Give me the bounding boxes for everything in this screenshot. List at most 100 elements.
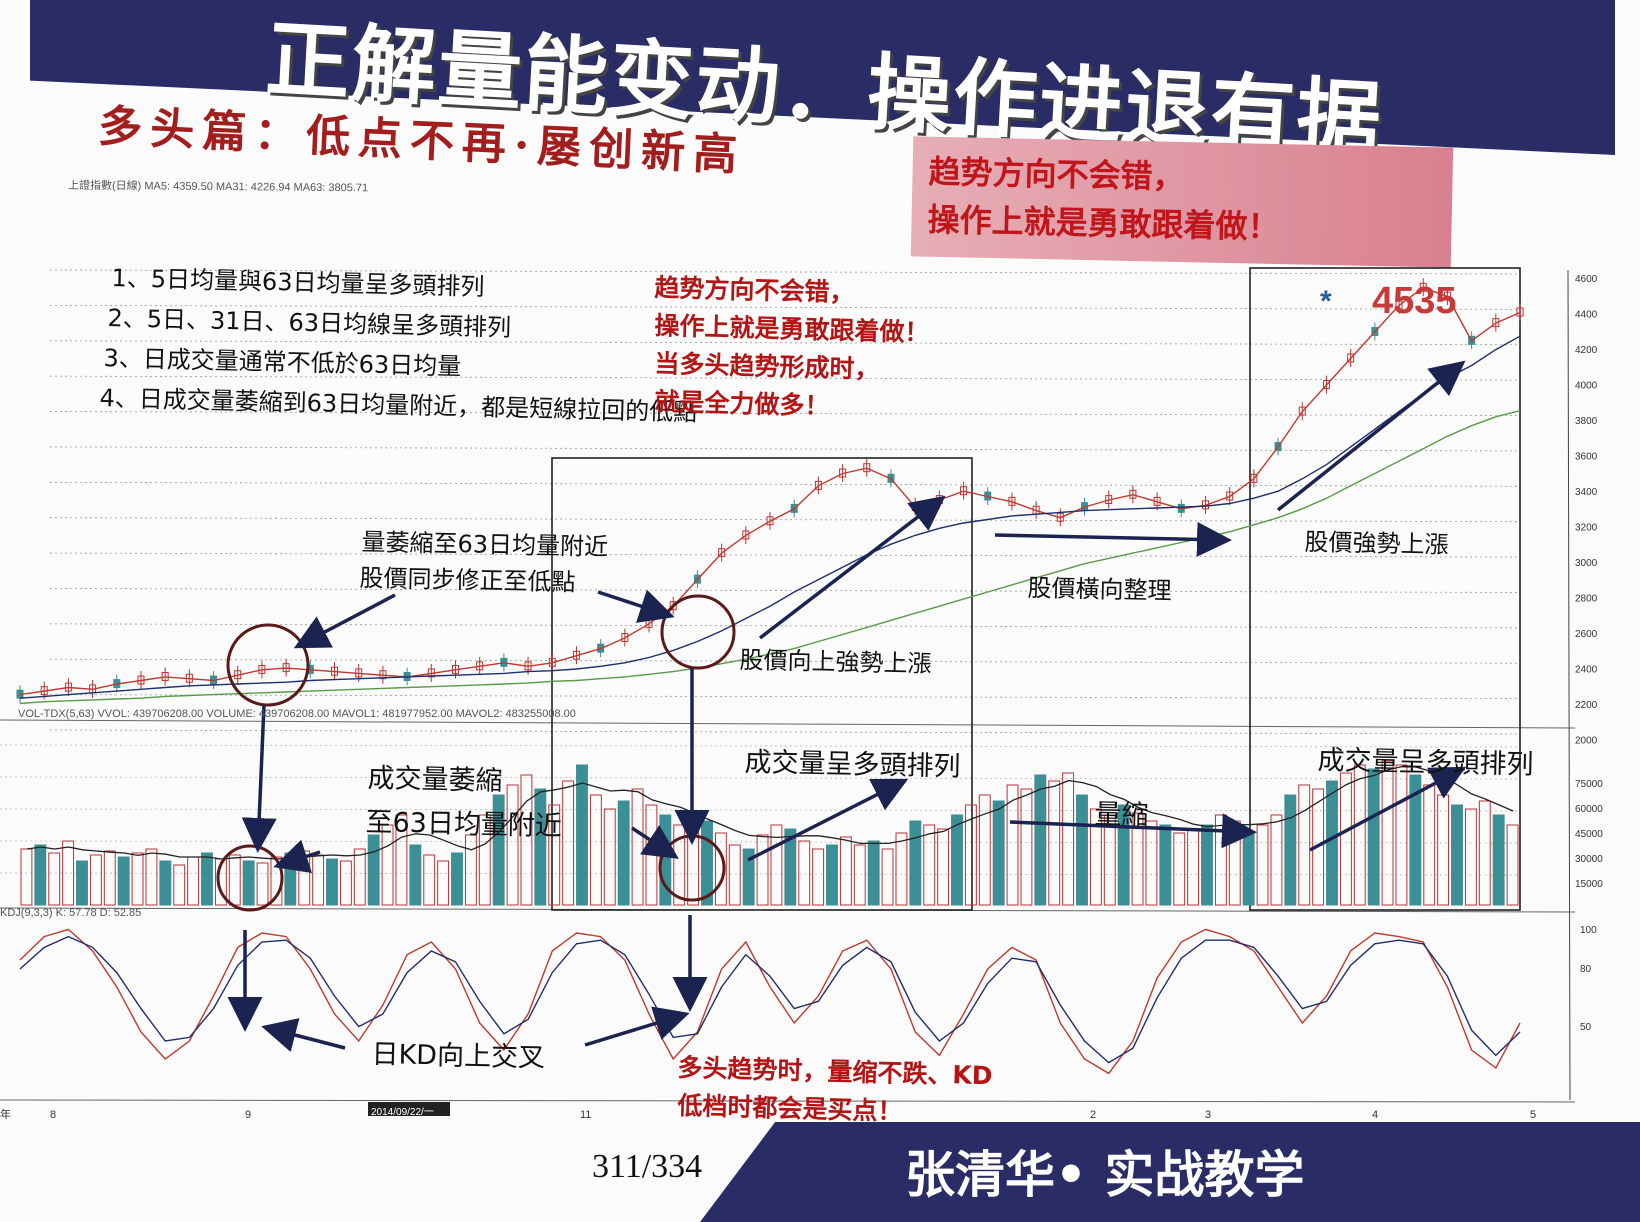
time-tick-label: 4 [1372, 1109, 1378, 1121]
series-line-d [19, 935, 1521, 1064]
price-gridline [49, 269, 1521, 275]
price-tick-label: 4000 [1575, 381, 1598, 392]
volume-bar [1353, 764, 1366, 906]
volume-bar [728, 844, 741, 906]
annotation-kd-cross: 日KD向上交叉 [371, 1038, 546, 1074]
annotation-vol-bull-1: 成交量呈多頭排列 [744, 746, 961, 783]
volume-bar [1159, 824, 1172, 906]
volume-bar [631, 788, 644, 906]
volume-bar [1187, 828, 1200, 906]
date-tag: 2014/09/22/一 [368, 1102, 450, 1118]
panel-separator [0, 719, 1576, 729]
volume-bar [451, 852, 463, 906]
volume-bar [520, 774, 533, 906]
volume-bar [826, 844, 838, 906]
volume-bar [48, 852, 61, 906]
volume-bar [20, 848, 33, 906]
chart-axes: 4600 4400 4200 4000 3800 3600 3400 3200 3000 2800… [0, 269, 1603, 1121]
volume-bar [34, 844, 47, 906]
annotation-strong-up: 股價強勢上漲 [1304, 527, 1449, 560]
price-gridline [49, 694, 1521, 700]
candle-body [742, 530, 750, 540]
volume-bar [1242, 832, 1255, 906]
annotation-shrink-1: 量萎縮至63日均量附近 [361, 527, 609, 562]
volume-bar [1367, 768, 1380, 906]
volume-tick-label: 75000 [1575, 779, 1603, 790]
price-tick-label: 2400 [1575, 665, 1598, 676]
series-line-ma5 [19, 286, 1521, 696]
volume-bar [228, 854, 241, 906]
highlight-boxes [551, 267, 1521, 911]
price-gridline [49, 658, 1521, 664]
volume-bar [312, 854, 325, 906]
volume-gridline [0, 840, 1521, 844]
volume-bar [1006, 784, 1019, 906]
volume-bar [714, 832, 727, 906]
annotation-vol-bull-2: 成交量呈多頭排列 [1317, 744, 1534, 781]
price-tick-label: 3800 [1575, 416, 1598, 427]
volume-bar [76, 860, 88, 906]
volume-bar [1034, 774, 1047, 906]
annotation-arrow [261, 1018, 346, 1052]
panel-separator [0, 1099, 1576, 1103]
right-axis-line [1567, 269, 1571, 1101]
volume-bar [1076, 794, 1088, 906]
volume-bar [784, 828, 797, 906]
price-tick-label: 4600 [1575, 274, 1598, 285]
price-tick-label: 2800 [1575, 594, 1598, 605]
volume-bar [951, 814, 963, 906]
annotation-arrow [1009, 813, 1257, 849]
volume-bar [895, 832, 908, 906]
volume-bar [1492, 814, 1505, 906]
price-gridline [49, 729, 1521, 735]
volume-bars [20, 760, 1519, 906]
volume-bar [756, 834, 769, 906]
volume-bar [617, 800, 630, 906]
annotation-arrow [241, 704, 277, 853]
annotation-arrows [227, 360, 1467, 1052]
volume-bar [867, 840, 880, 906]
kdj-indicator-readout: KDJ(9,3,3) K: 57.78 D: 52.85 [0, 907, 142, 919]
volume-bar [506, 784, 519, 906]
volume-bar [1451, 804, 1463, 906]
volume-bar [409, 844, 422, 906]
volume-bar [1048, 780, 1061, 906]
volume-bar [798, 840, 811, 906]
volume-bar [187, 856, 200, 906]
volume-gridline [0, 808, 1521, 812]
volume-bar [256, 862, 269, 906]
volume-tick-label: 30000 [1575, 854, 1603, 865]
price-gridline [49, 304, 1521, 310]
price-gridline [49, 588, 1521, 593]
red-note-top-2: 操作上就是勇敢跟着做！ [654, 310, 930, 348]
price-tick-label: 4200 [1575, 345, 1598, 356]
volume-tick-label: 45000 [1575, 829, 1603, 840]
volume-bar [576, 764, 588, 906]
annotation-arrow [747, 778, 909, 862]
footer-presenter: 张清华• 实战教学 [905, 1146, 1305, 1204]
price-tick-label: 3200 [1575, 523, 1598, 534]
price-tick-label: 3000 [1575, 558, 1598, 569]
volume-bar [478, 814, 491, 906]
volume-bar [339, 860, 352, 906]
volume-indicator-readout: VOL-TDX(5,63) VVOL: 439706208.00 VOLUME:… [18, 708, 576, 720]
volume-bar [1464, 808, 1477, 906]
volume-bar [423, 854, 436, 906]
volume-bar [881, 848, 894, 906]
time-tick-label: 8 [50, 1109, 56, 1121]
volume-tick-label: 60000 [1575, 804, 1603, 815]
annotation-vol-shrink-2: 至63日均量附近 [365, 806, 563, 843]
box-rise-phase [551, 457, 973, 911]
time-tick-label: 3 [1205, 1109, 1211, 1121]
candle-body [1516, 307, 1524, 317]
time-tick-label: 9 [245, 1109, 251, 1121]
annotation-arrow [1309, 766, 1467, 852]
price-gridline [49, 411, 1521, 416]
volume-bar [103, 850, 116, 906]
kdj-tick-label: 80 [1580, 964, 1592, 975]
volume-bar [589, 794, 602, 906]
volume-bar [1284, 794, 1297, 906]
candle-body [1322, 380, 1330, 390]
volume-bar [381, 824, 394, 906]
